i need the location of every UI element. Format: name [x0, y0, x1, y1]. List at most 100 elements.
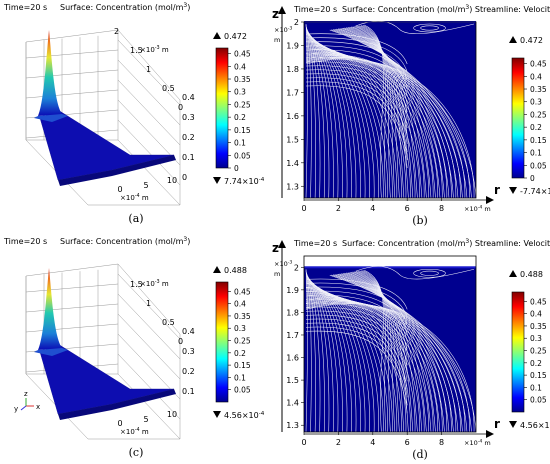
- r-axis-arrowhead: [486, 196, 494, 204]
- grid-line: [117, 39, 181, 106]
- front-axis-tick-label: 5: [143, 415, 148, 424]
- x-tick-label: 0: [301, 204, 306, 213]
- colorbar-max-label: 0.488: [224, 266, 247, 275]
- y-tick-label: 1.5: [286, 135, 299, 144]
- colorbar-tick-label: 0.3: [530, 334, 542, 343]
- streamline: [334, 29, 463, 199]
- streamline: [351, 271, 418, 433]
- z-axis-tick-label: 0.3: [182, 347, 195, 356]
- panel-time-label: Time=20 s: [3, 3, 47, 12]
- colorbar-tick-label: 0.25: [234, 337, 251, 346]
- streamline: [354, 271, 409, 433]
- x-tick-label: 2: [336, 438, 341, 447]
- back-axis-tick-label: 1.5: [130, 46, 143, 55]
- streamline: [305, 306, 408, 366]
- right-wall-frame: [117, 29, 181, 206]
- colorbar-tick-label: 0.2: [530, 359, 542, 368]
- colorbar-tick-label: 0.35: [530, 322, 547, 331]
- streamline: [364, 270, 384, 433]
- streamlines: [305, 266, 477, 433]
- grid-line: [117, 59, 181, 126]
- colorbar-tick-label: 0.35: [530, 85, 547, 94]
- streamline: [347, 27, 427, 199]
- concentration-peak: [38, 30, 62, 116]
- plot-frame: [303, 21, 477, 199]
- front-axis-tick-label: 0: [117, 419, 122, 428]
- streamline: [305, 33, 408, 65]
- streamline: [305, 45, 408, 89]
- x-tick-label: 4: [370, 204, 375, 213]
- front-axis-tick-label: 10: [167, 410, 177, 419]
- colorbar-tick-label: 0.2: [234, 349, 246, 358]
- streamline: [346, 27, 432, 199]
- colorbar-min-label: 7.74×10-4: [224, 177, 265, 186]
- streamline: [305, 73, 408, 145]
- right-wall-frame: [117, 263, 181, 440]
- colorbar-max-label: 0.472: [520, 36, 543, 45]
- streamline: [359, 270, 396, 433]
- y-axis-unit: ×10-3: [274, 259, 292, 268]
- streamline: [337, 28, 454, 199]
- colorbar-tick-label: 0.3: [234, 88, 246, 97]
- colorbar-tick-label: 0.4: [530, 72, 542, 81]
- z-axis-tick-label: 0.4: [182, 93, 195, 102]
- y-axis-unit-m: m: [274, 36, 280, 44]
- floor-frame: [25, 139, 180, 206]
- y-tick-label: 1.4: [286, 399, 299, 408]
- colorbar-tick-label: 0.15: [530, 136, 547, 145]
- streamline: [342, 273, 441, 433]
- colorbar-max-label: 0.472: [224, 32, 247, 41]
- panel-d: Time=20 s Surface: Concentration (mol/m3)…: [272, 238, 550, 461]
- back-axis-tick-label: 2: [114, 27, 119, 36]
- triad-z-label: z: [24, 390, 28, 398]
- streamline: [305, 314, 408, 382]
- streamline: [341, 28, 445, 199]
- colorbar-tick-label: 0: [234, 164, 239, 173]
- z-axis-arrowhead: [278, 240, 286, 248]
- panel-title: Surface: Concentration (mol/m3) Streamli…: [342, 238, 550, 248]
- streamline: [305, 292, 407, 433]
- triad-x-label: x: [36, 403, 40, 411]
- y-tick-label: 1.4: [286, 159, 299, 168]
- colorbar-tick-label: 0.05: [530, 396, 547, 405]
- colorbar-tick-label: 0.1: [234, 139, 246, 148]
- panel-b: Time=20 s Surface: Concentration (mol/m3)…: [272, 4, 550, 227]
- x-tick-label: 8: [439, 438, 444, 447]
- streamline: [305, 47, 407, 199]
- colorbar-max-triangle: [213, 32, 221, 39]
- panel-caption: (b): [412, 214, 428, 227]
- streamline: [351, 26, 418, 199]
- streamline: [305, 295, 425, 433]
- front-axis-tick-label: 10: [167, 176, 177, 185]
- streamline: [305, 289, 393, 433]
- panel-title: Surface: Concentration (mol/m3) Streamli…: [342, 4, 550, 14]
- streamline: [305, 278, 408, 310]
- z-axis-arrowhead: [278, 6, 286, 14]
- z-axis-tick-label: 0.2: [182, 367, 195, 376]
- y-tick-label: 2: [294, 263, 299, 272]
- streamline: [305, 37, 408, 73]
- y-tick-label: 1.9: [286, 286, 299, 295]
- z-axis-tick-label: 0.3: [182, 113, 195, 122]
- streamline: [352, 271, 414, 433]
- streamline: [305, 85, 408, 169]
- concentration-surface-edge: [58, 389, 176, 420]
- concentration-peak-base: [34, 114, 68, 122]
- y-tick-label: 1.7: [286, 88, 299, 97]
- colorbar-tick-label: 0.25: [530, 110, 547, 119]
- streamline: [305, 69, 408, 137]
- streamline: [354, 26, 409, 199]
- x-tick-label: 6: [405, 204, 410, 213]
- colorbar-min-label: -7.74×10-4: [520, 187, 550, 196]
- grid-line: [117, 353, 181, 420]
- streamline: [333, 274, 468, 433]
- colorbar-min-triangle: [509, 421, 517, 428]
- colorbar-tick-label: 0: [530, 174, 535, 183]
- axes-grid-3d: [25, 263, 181, 440]
- colorbar-tick-label: 0.15: [234, 126, 251, 135]
- r-axis-arrowhead: [486, 430, 494, 438]
- y-tick-label: 1.8: [286, 308, 299, 317]
- x-tick-label: 8: [439, 204, 444, 213]
- y-tick-label: 1.8: [286, 65, 299, 74]
- streamline: [305, 294, 408, 342]
